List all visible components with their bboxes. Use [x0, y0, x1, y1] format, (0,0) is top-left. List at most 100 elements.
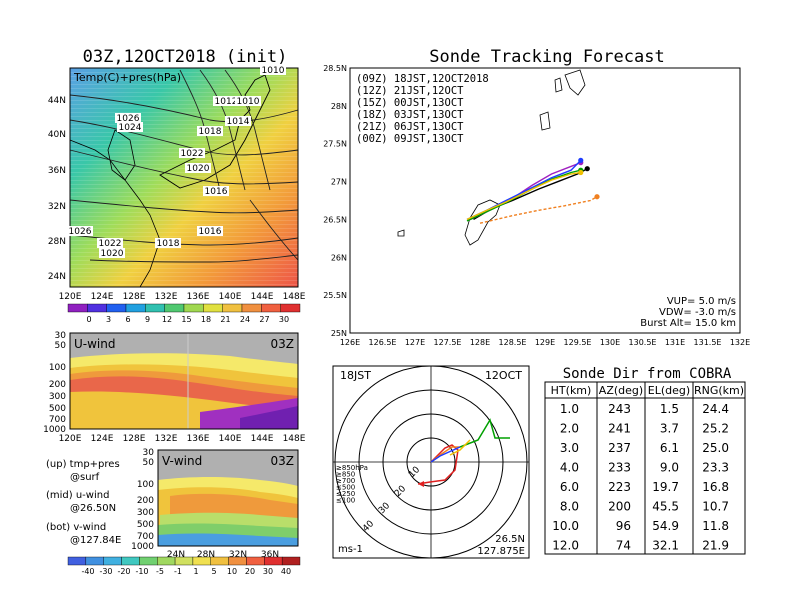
- u-wind-x-tick: 140E: [219, 434, 242, 444]
- track-lat-tick: 27N: [331, 178, 347, 187]
- temp-colorbar-tick: 18: [201, 315, 211, 324]
- table-cell: 3.0: [560, 441, 579, 455]
- map-label: Temp(C)+pres(hPa): [73, 71, 181, 84]
- table-cell: 200: [608, 500, 631, 514]
- u-wind-x-tick: 120E: [59, 434, 82, 444]
- track-lat-tick: 26N: [331, 253, 347, 262]
- map-lat-tick: 28N: [48, 237, 66, 247]
- isobar-label: 1016: [199, 227, 222, 237]
- isobar-label: 1010: [262, 66, 285, 76]
- table-cell: 10.0: [552, 519, 579, 533]
- table-header-cell: RNG(km): [694, 384, 744, 397]
- temp-colorbar-tick: 0: [86, 315, 91, 324]
- track-lon-tick: 132E: [730, 338, 750, 347]
- legend-note: @127.84E: [70, 535, 121, 546]
- isobar-label-bg: [99, 248, 125, 258]
- u-wind-x-tick: 144E: [251, 434, 274, 444]
- track-endpoint: [578, 157, 584, 163]
- temp-colorbar-tick: 15: [181, 315, 191, 324]
- u-wind-label: U-wind: [74, 337, 115, 351]
- v-wind-label: V-wind: [162, 454, 202, 468]
- table-cell: 21.9: [702, 539, 729, 553]
- isobar-label-bg: [235, 96, 261, 106]
- track-param: VDW= -3.0 m/s: [659, 307, 736, 318]
- table-cell: 9.0: [660, 461, 679, 475]
- table-cell: 4.0: [560, 461, 579, 475]
- table-cell: 10.7: [702, 500, 729, 514]
- map-lon-tick: 132E: [155, 292, 178, 302]
- isobar-label: 1026: [117, 114, 140, 124]
- table-header-cell: EL(deg): [648, 384, 690, 397]
- wind-colorbar-cell: [264, 556, 283, 566]
- legend-note: @26.50N: [70, 503, 116, 514]
- temp-colorbar-cell: [164, 303, 185, 313]
- track-series-line: [479, 196, 598, 224]
- temp-colorbar-cell: [280, 303, 301, 313]
- isobar-label: 1024: [119, 123, 142, 133]
- u-wind-time: 03Z: [271, 337, 295, 351]
- temp-colorbar-tick: 21: [220, 315, 230, 324]
- track-lat-tick: 27.5N: [323, 140, 347, 149]
- legend-note: @surf: [70, 472, 100, 483]
- map-lon-tick: 124E: [91, 292, 114, 302]
- map-lon-tick: 140E: [219, 292, 242, 302]
- v-wind-y-tick: 50: [143, 458, 155, 468]
- temperature-colorbar: 0 3 6 9 12 15 18 21 24 27 30: [67, 303, 301, 324]
- u-wind-y-tick: 1000: [43, 425, 66, 435]
- table-headers: HT(km) AZ(deg) EL(deg) RNG(km): [551, 384, 744, 397]
- v-wind-panel: V-wind 03Z: [157, 449, 299, 547]
- track-lat-tick: 25.5N: [323, 291, 347, 300]
- temp-colorbar-cell: [183, 303, 204, 313]
- temp-colorbar-tick: 12: [162, 315, 172, 324]
- left-title: 03Z,12OCT2018 (init): [83, 47, 288, 67]
- track-param: Burst Alt= 15.0 km: [640, 318, 736, 329]
- isobar-label: 1020: [101, 249, 124, 259]
- wind-colorbar-tick: -5: [156, 567, 164, 576]
- polar-level-legend: ≥850hPa≥850≥700≤500≤250≤100: [336, 464, 368, 505]
- track-panel: [349, 67, 741, 334]
- track-lat-tick: 28.5N: [323, 64, 347, 73]
- u-wind-y-tick: 200: [49, 380, 66, 390]
- track-legend-item: (09Z) 18JST,12OCT2018: [356, 73, 489, 85]
- track-legend: (09Z) 18JST,12OCT2018(12Z) 21JST,12OCT (1…: [356, 73, 489, 145]
- isobar-label-bg: [197, 126, 223, 136]
- table-cell: 74: [616, 539, 631, 553]
- polar-level-legend-item: ≥700: [336, 477, 355, 485]
- table-cell: 237: [608, 441, 631, 455]
- track-legend-item: (18Z) 03JST,13OCT: [356, 109, 464, 121]
- map-lat-tick: 36N: [48, 166, 66, 176]
- track-legend-item: (12Z) 21JST,12OCT: [356, 85, 464, 97]
- map-lon-tick: 128E: [123, 292, 146, 302]
- polar-lon: 127.875E: [477, 546, 525, 557]
- v-wind-y-tick: 30: [143, 448, 155, 458]
- isobar-label-bg: [197, 226, 223, 236]
- isobar-label-bg: [225, 116, 251, 126]
- table-cell: 25.2: [702, 422, 729, 436]
- isobar-label: 1016: [205, 187, 228, 197]
- track-endpoint: [594, 194, 600, 200]
- temp-colorbar-tick: 9: [145, 315, 150, 324]
- table-cell: 1.5: [660, 402, 679, 416]
- v-wind-y-tick: 1000: [131, 542, 154, 552]
- temp-colorbar-cell: [203, 303, 223, 313]
- map-lon-ticks: 120E 124E 128E 132E 136E 140E 144E 148E: [59, 292, 306, 302]
- wind-colorbar-cell: [210, 556, 229, 566]
- wind-colorbar-cell: [103, 556, 122, 566]
- map-lat-tick: 40N: [48, 130, 66, 140]
- wind-colorbar-tick: 10: [227, 567, 237, 576]
- table-cell: 96: [616, 519, 631, 533]
- isobar-label-bg: [260, 65, 286, 75]
- table-rows: 1.0 243 1.5 24.4 2.0 241 3.7 25.2 3.0 237 6.1 25.0 4…: [552, 402, 729, 553]
- isobar-label: 1020: [187, 164, 210, 174]
- track-lon-tick: 129E: [535, 338, 555, 347]
- track-legend-item: (21Z) 06JST,13OCT: [356, 121, 464, 133]
- map-lon-tick: 144E: [251, 292, 274, 302]
- isobar-label-bg: [203, 186, 229, 196]
- table-cell: 54.9: [652, 519, 679, 533]
- polar-panel: 18JST 12OCT ms-1 26.5N 127.875E: [332, 365, 530, 559]
- table-cell: 16.8: [702, 480, 729, 494]
- u-wind-x-tick: 148E: [283, 434, 306, 444]
- table-cell: 2.0: [560, 422, 579, 436]
